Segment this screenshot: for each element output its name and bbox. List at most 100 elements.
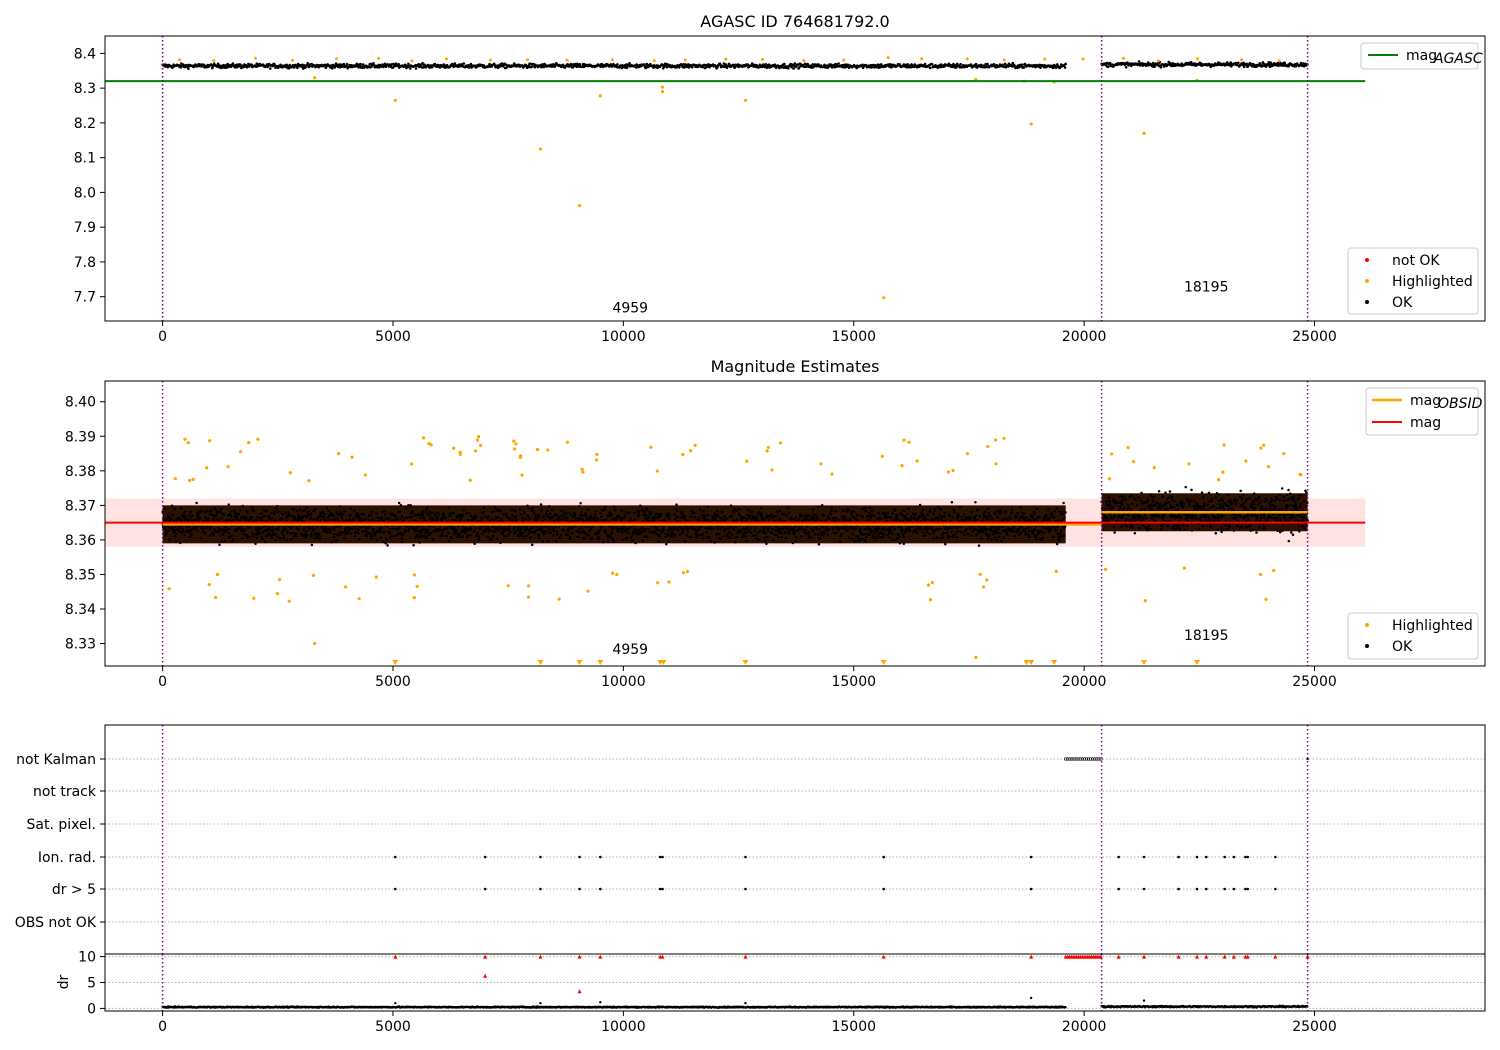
- ok-point: [212, 533, 215, 537]
- ok-point: [173, 534, 177, 538]
- ok-point: [820, 504, 824, 507]
- ok-point: [1018, 527, 1021, 530]
- ok-point: [407, 528, 411, 531]
- ok-point: [255, 536, 259, 540]
- ok-point: [910, 517, 913, 521]
- ok-point: [495, 537, 499, 541]
- highlighted-point: [965, 57, 969, 61]
- ok-point: [751, 534, 755, 537]
- ok-point: [343, 536, 346, 540]
- ok-point: [673, 517, 677, 521]
- ok-point: [910, 515, 913, 518]
- ok-point: [937, 505, 940, 509]
- ok-point: [330, 540, 334, 544]
- ok-point: [965, 527, 969, 531]
- ok-point: [757, 538, 760, 542]
- ok-point: [907, 517, 911, 521]
- ok-point: [835, 531, 838, 535]
- ok-point: [548, 512, 552, 515]
- ok-point: [879, 536, 882, 540]
- ok-point: [255, 515, 258, 519]
- ok-point: [442, 512, 446, 515]
- ok-point: [1063, 66, 1067, 69]
- ok-point: [633, 511, 636, 515]
- ok-point: [705, 530, 708, 534]
- ok-point: [413, 519, 417, 522]
- ok-point: [889, 526, 893, 529]
- ok-point: [724, 63, 727, 66]
- ok-point: [480, 518, 483, 522]
- ok-point: [647, 515, 650, 519]
- ok-point: [318, 532, 321, 535]
- ok-point: [748, 514, 752, 517]
- ok-point: [664, 535, 668, 539]
- ok-point: [328, 514, 331, 518]
- ok-point: [745, 539, 748, 543]
- ok-point: [701, 532, 705, 536]
- ok-point: [482, 506, 486, 509]
- ok-point: [827, 528, 831, 531]
- ok-point: [867, 533, 871, 536]
- ok-point: [621, 538, 624, 542]
- ok-point: [822, 534, 825, 537]
- ok-point: [490, 529, 493, 533]
- ok-point: [969, 534, 973, 538]
- ok-point: [1006, 533, 1009, 536]
- highlighted-point: [1122, 56, 1126, 60]
- ok-point: [362, 530, 365, 534]
- ok-point: [977, 544, 981, 547]
- ok-point: [763, 518, 766, 522]
- ok-point: [703, 515, 707, 518]
- ok-point: [239, 509, 242, 512]
- ok-point: [953, 510, 956, 514]
- ok-point: [966, 532, 970, 536]
- highlighted-point: [1142, 131, 1146, 135]
- ok-point: [970, 510, 973, 514]
- ok-point: [421, 61, 424, 65]
- ok-point: [844, 517, 847, 520]
- ok-point: [888, 536, 891, 539]
- ok-point: [227, 503, 230, 506]
- ok-point: [863, 506, 867, 510]
- ok-point: [218, 543, 221, 547]
- ok-point: [532, 526, 535, 529]
- ok-point: [345, 62, 349, 66]
- ok-point: [995, 529, 998, 532]
- ok-point: [392, 62, 395, 66]
- ok-point: [467, 518, 471, 522]
- ok-point: [1024, 527, 1028, 531]
- ok-point: [619, 516, 623, 520]
- ok-point: [1039, 66, 1042, 69]
- ok-point: [826, 515, 830, 518]
- ok-point: [813, 513, 816, 516]
- ok-point: [530, 543, 534, 547]
- highlighted-point: [886, 56, 890, 60]
- ok-point: [1021, 526, 1024, 529]
- ok-point: [908, 529, 911, 533]
- ok-point: [399, 517, 402, 521]
- ok-point: [830, 509, 833, 513]
- ok-point: [987, 511, 991, 515]
- ok-point: [357, 537, 361, 541]
- ok-point: [167, 529, 170, 533]
- ok-point: [989, 529, 993, 533]
- ok-point: [324, 527, 328, 530]
- ok-point: [349, 514, 352, 517]
- ok-point: [270, 517, 274, 520]
- ok-point: [1146, 61, 1150, 64]
- ok-point: [994, 512, 997, 516]
- ok-point: [515, 529, 518, 533]
- ok-point: [1242, 65, 1246, 69]
- ok-point: [250, 516, 254, 519]
- ok-point: [667, 532, 670, 535]
- ok-point: [455, 529, 458, 532]
- ok-point: [1153, 65, 1156, 69]
- ok-point: [398, 510, 402, 513]
- ok-point: [643, 63, 646, 66]
- ok-point: [766, 535, 769, 539]
- ok-point: [686, 530, 690, 533]
- ok-point: [986, 507, 990, 510]
- ok-point: [352, 509, 356, 512]
- ok-point: [357, 528, 360, 532]
- ok-point: [989, 514, 992, 518]
